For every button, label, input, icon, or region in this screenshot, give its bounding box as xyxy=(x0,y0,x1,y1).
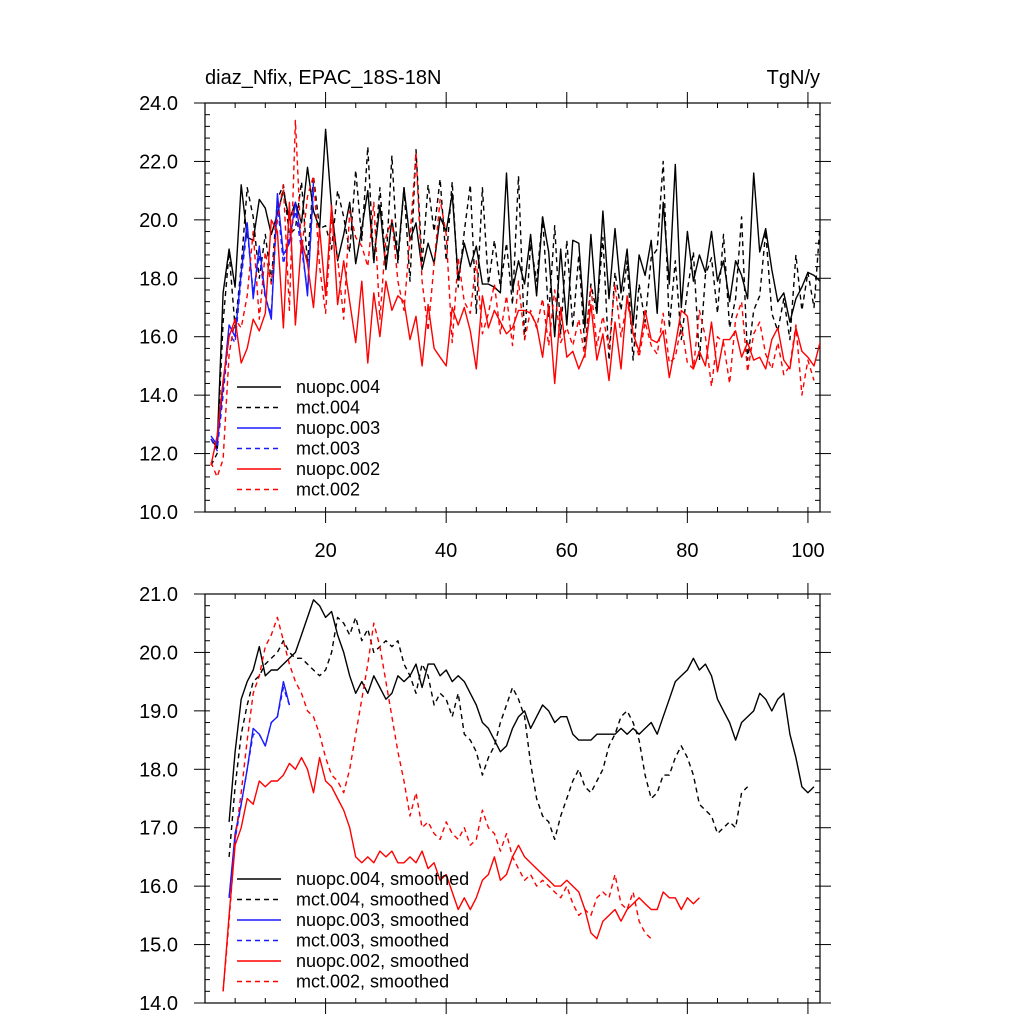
legend-label: nuopc.004 xyxy=(296,377,380,397)
x-tick-label: 40 xyxy=(435,540,457,562)
top-panel-chart: 20 40 60 80 100 10.0 12.0 14.0 16.0 18.0 20.0 22.0 2… xyxy=(139,92,831,562)
figure-units: TgN/y xyxy=(767,67,820,89)
legend-label: mct.004 xyxy=(296,398,360,418)
legend-label: mct.003, smoothed xyxy=(296,931,449,951)
x-tick-label: 60 xyxy=(556,540,578,562)
series-line-mct-002 xyxy=(210,119,815,478)
y-tick-label: 10.0 xyxy=(139,502,178,524)
y-tick-label: 12.0 xyxy=(139,444,178,466)
legend-label: nuopc.002, smoothed xyxy=(296,951,469,971)
y-tick-label: 17.0 xyxy=(139,818,178,840)
y-tick-label: 16.0 xyxy=(139,876,178,898)
y-tick-label: 20.0 xyxy=(139,642,178,664)
legend-label: mct.003 xyxy=(296,439,360,459)
series-line-nuopc-002 xyxy=(210,201,820,466)
y-tick-label: 14.0 xyxy=(139,993,178,1015)
legend-label: mct.002 xyxy=(296,480,360,500)
legend-label: nuopc.003 xyxy=(296,418,380,438)
series-line-nuopc-004 xyxy=(210,128,820,449)
y-tick-label: 18.0 xyxy=(139,759,178,781)
series-line-nuopc-002-smoothed xyxy=(222,756,700,992)
x-tick-label: 100 xyxy=(791,540,824,562)
y-tick-label: 14.0 xyxy=(139,385,178,407)
y-tick-label: 16.0 xyxy=(139,327,178,349)
series-line-nuopc-003 xyxy=(210,181,315,446)
plot-frame xyxy=(204,593,821,1004)
y-tick-label: 15.0 xyxy=(139,935,178,957)
series-line-mct-003-smoothed xyxy=(228,686,291,898)
y-tick-label: 20.0 xyxy=(139,210,178,232)
plot-frame xyxy=(204,102,821,513)
legend-label: nuopc.004, smoothed xyxy=(296,869,469,889)
figure-title: diaz_Nfix, EPAC_18S-18N xyxy=(205,67,441,89)
series-line-nuopc-003-smoothed xyxy=(228,680,291,898)
bottom-panel-chart: 14.0 15.0 16.0 17.0 18.0 19.0 20.0 21.0 nuopc.00… xyxy=(139,583,831,1015)
series-line-mct-002-smoothed xyxy=(222,616,652,992)
legend-label: nuopc.002 xyxy=(296,459,380,479)
y-tick-label: 18.0 xyxy=(139,268,178,290)
series-line-mct-004-smoothed xyxy=(228,616,749,857)
legend-label: nuopc.003, smoothed xyxy=(296,910,469,930)
x-tick-label: 20 xyxy=(314,540,336,562)
y-tick-label: 19.0 xyxy=(139,701,178,723)
x-tick-label: 80 xyxy=(676,540,698,562)
series-line-mct-004 xyxy=(210,146,820,466)
legend-label: mct.004, smoothed xyxy=(296,890,449,910)
series-line-nuopc-004-smoothed xyxy=(228,599,815,822)
y-tick-label: 24.0 xyxy=(139,93,178,115)
y-tick-label: 21.0 xyxy=(139,584,178,606)
legend-label: mct.002, smoothed xyxy=(296,972,449,992)
y-tick-label: 22.0 xyxy=(139,151,178,173)
